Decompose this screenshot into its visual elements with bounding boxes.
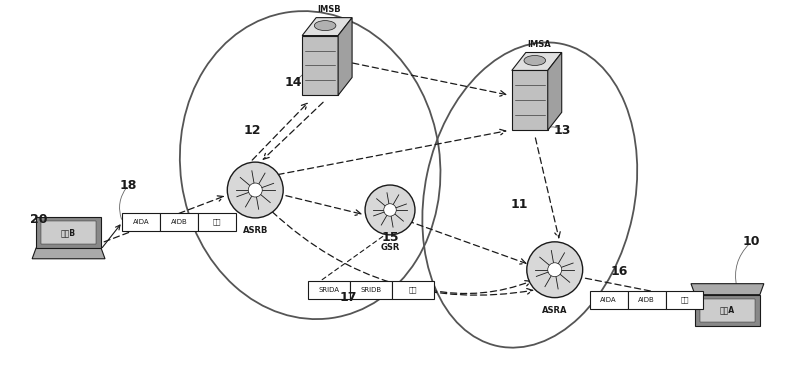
Text: GSR: GSR xyxy=(380,243,400,252)
Ellipse shape xyxy=(524,55,546,66)
Circle shape xyxy=(384,204,396,216)
Text: ASRB: ASRB xyxy=(242,226,268,235)
FancyBboxPatch shape xyxy=(122,213,161,231)
FancyBboxPatch shape xyxy=(350,281,392,299)
Text: 18: 18 xyxy=(120,179,137,191)
Text: 10: 10 xyxy=(742,235,760,248)
Text: 15: 15 xyxy=(382,231,398,245)
Text: 终端B: 终端B xyxy=(61,228,76,237)
Text: 数据: 数据 xyxy=(409,286,418,293)
Text: 数据: 数据 xyxy=(680,296,689,303)
Polygon shape xyxy=(41,221,96,244)
FancyBboxPatch shape xyxy=(161,213,198,231)
Polygon shape xyxy=(32,248,105,259)
Text: 终端A: 终端A xyxy=(720,306,735,315)
Polygon shape xyxy=(548,53,562,130)
FancyBboxPatch shape xyxy=(666,291,703,308)
Polygon shape xyxy=(338,18,352,96)
Text: SRIDA: SRIDA xyxy=(318,287,340,292)
Text: 17: 17 xyxy=(339,291,357,304)
Polygon shape xyxy=(512,53,562,71)
Text: 16: 16 xyxy=(611,265,628,278)
Bar xyxy=(512,71,548,130)
Text: 20: 20 xyxy=(30,213,47,227)
Bar xyxy=(302,35,338,96)
Text: IMSB: IMSB xyxy=(318,5,341,14)
Circle shape xyxy=(526,242,582,298)
Circle shape xyxy=(248,183,262,197)
Polygon shape xyxy=(302,18,352,35)
Text: 12: 12 xyxy=(243,124,261,137)
Polygon shape xyxy=(700,299,755,321)
Text: AIDA: AIDA xyxy=(133,219,150,225)
Text: AIDB: AIDB xyxy=(638,297,655,303)
Polygon shape xyxy=(695,294,760,326)
Text: 11: 11 xyxy=(511,199,529,211)
Text: SRIDB: SRIDB xyxy=(361,287,382,292)
Text: 13: 13 xyxy=(554,124,571,137)
Text: IMSA: IMSA xyxy=(527,39,550,48)
Circle shape xyxy=(365,185,415,235)
Polygon shape xyxy=(36,217,101,248)
FancyBboxPatch shape xyxy=(392,281,434,299)
Text: ASRA: ASRA xyxy=(542,306,567,315)
Text: 数据: 数据 xyxy=(213,219,222,225)
FancyBboxPatch shape xyxy=(628,291,666,308)
FancyBboxPatch shape xyxy=(308,281,350,299)
Circle shape xyxy=(227,162,283,218)
Polygon shape xyxy=(691,284,764,294)
FancyBboxPatch shape xyxy=(590,291,628,308)
Text: 14: 14 xyxy=(285,76,302,89)
Text: AIDA: AIDA xyxy=(600,297,617,303)
FancyBboxPatch shape xyxy=(198,213,236,231)
Text: AIDB: AIDB xyxy=(171,219,188,225)
Circle shape xyxy=(548,263,562,277)
Ellipse shape xyxy=(314,21,336,30)
